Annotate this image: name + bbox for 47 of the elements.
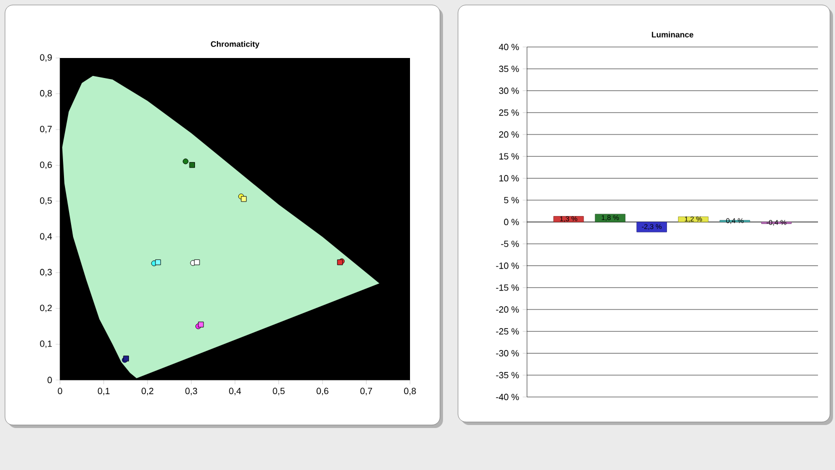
y-tick-label: 10 % [499,175,519,182]
point [189,162,195,168]
bar [636,222,667,232]
y-tick-label: -10 % [496,262,519,269]
point [155,259,161,266]
bar [678,216,708,222]
point [198,322,204,328]
y-tick-label: 5 % [504,196,519,204]
x-tick-label: 0 [58,388,62,394]
x-tick-label: 0,7 [360,388,372,396]
y-tick-label: -20 % [496,306,519,313]
y-tick-label: 0,8 [40,90,52,98]
y-tick-label: 0,6 [40,162,52,170]
y-tick-label: -40 % [496,394,519,400]
y-tick-label: 0,2 [40,304,52,312]
y-tick-label: 40 % [498,44,519,50]
y-tick-label: 0,4 [40,233,52,241]
x-tick-label: 0,4 [229,388,241,396]
x-tick-label: 0,3 [185,388,198,396]
y-tick-label: 0 % [504,218,519,226]
x-tick-label: 0,8 [404,388,416,396]
y-tick-label: 0 [48,376,52,384]
y-tick-label: 0,7 [40,126,52,134]
y-tick-label: 15 % [499,153,519,160]
y-tick-label: 35 % [499,66,519,72]
y-tick-label: 0,9 [40,54,52,62]
x-tick-label: 0,2 [142,388,154,396]
chart-title: Chromaticity [210,41,260,48]
bar [553,216,584,222]
point [240,196,247,202]
y-tick-label: 0,3 [40,268,52,276]
y-tick-label: 25 % [499,109,519,116]
y-tick-label: 0,5 [40,197,52,205]
chart-title: Luminance [652,32,694,38]
y-tick-label: -15 % [496,284,519,291]
x-tick-label: 0,6 [316,388,328,396]
y-tick-label: -30 % [496,350,519,356]
point [182,158,188,164]
bar [594,214,626,222]
x-tick-label: 0,1 [98,388,110,396]
y-tick-label: 0,1 [40,340,52,348]
y-tick-label: -25 % [496,328,519,335]
y-tick-label: -35 % [496,372,519,378]
y-tick-label: -5 % [501,240,519,248]
x-tick-label: 0,5 [272,388,285,396]
y-tick-label: 20 % [499,131,519,138]
y-tick-label: 30 % [499,88,519,94]
